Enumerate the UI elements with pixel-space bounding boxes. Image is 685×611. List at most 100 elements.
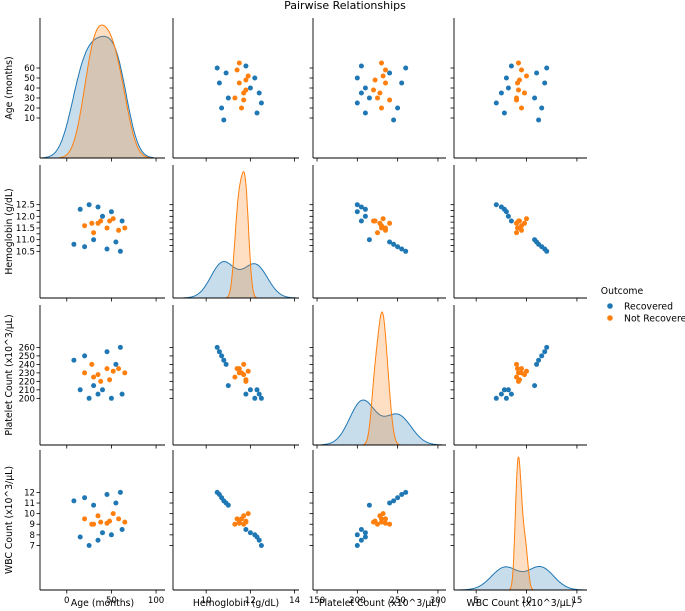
point-not-recovered-6	[387, 521, 393, 527]
point-not-recovered-5	[236, 366, 242, 372]
point-recovered-4	[534, 361, 540, 367]
point-recovered-11	[354, 202, 360, 208]
point-recovered-5	[532, 237, 538, 243]
point-not-recovered-3	[98, 378, 104, 384]
point-recovered-5	[91, 237, 97, 243]
point-not-recovered-6	[89, 361, 95, 367]
y-tick-label: 40	[24, 84, 35, 94]
kde-age-recovered	[42, 35, 154, 159]
point-recovered-6	[508, 391, 514, 397]
point-recovered-1	[104, 349, 110, 355]
legend: Outcome Recovered Not Recovered	[601, 286, 685, 325]
point-not-recovered-9	[372, 218, 378, 224]
point-recovered-5	[366, 237, 372, 243]
point-not-recovered-8	[241, 90, 247, 96]
point-not-recovered-9	[243, 77, 249, 83]
point-recovered-7	[505, 85, 511, 91]
point-not-recovered-8	[377, 513, 383, 519]
point-recovered-2	[539, 105, 545, 111]
point-recovered-6	[243, 527, 249, 532]
y-tick-label: 12.0	[16, 212, 35, 222]
point-recovered-4	[223, 361, 229, 367]
point-recovered-0	[403, 248, 409, 254]
point-recovered-7	[100, 530, 105, 536]
point-not-recovered-4	[82, 370, 88, 376]
kde-wbc-recovered	[458, 566, 585, 591]
point-not-recovered-7	[110, 368, 116, 374]
y-axis-label-plt: Platelet Count (x10^3/μL)	[4, 314, 15, 435]
point-not-recovered-9	[517, 77, 522, 83]
point-recovered-2	[219, 105, 225, 111]
panel-age-vs-plt	[309, 18, 446, 162]
x-axis-label-age: Age (months)	[71, 598, 134, 609]
point-not-recovered-9	[243, 377, 249, 383]
point-recovered-3	[391, 117, 397, 123]
point-not-recovered-7	[524, 216, 529, 222]
x-axis-label-plt: Platelet Count (x10^3/μL)	[319, 598, 440, 609]
kde-hb-recovered	[183, 261, 296, 299]
point-recovered-9	[77, 206, 83, 212]
point-recovered-1	[216, 349, 222, 355]
x-tick-label: 10	[521, 596, 532, 606]
point-not-recovered-5	[515, 225, 520, 231]
point-recovered-0	[403, 489, 409, 495]
y-axis-label-wbc: WBC Count (x10^3/μL)	[4, 466, 15, 574]
point-not-recovered-1	[122, 519, 128, 525]
point-recovered-5	[532, 95, 538, 101]
point-not-recovered-5	[236, 520, 242, 526]
point-recovered-3	[536, 357, 542, 363]
x-tick-label: 10	[201, 596, 212, 606]
point-not-recovered-1	[379, 60, 384, 66]
point-recovered-0	[403, 65, 409, 71]
point-recovered-4	[113, 500, 119, 506]
y-tick-label: 50	[24, 74, 35, 84]
point-recovered-7	[362, 213, 368, 219]
point-not-recovered-5	[383, 520, 388, 526]
point-recovered-6	[243, 63, 249, 69]
point-not-recovered-0	[383, 516, 388, 522]
point-not-recovered-5	[383, 225, 388, 231]
point-not-recovered-3	[98, 519, 104, 525]
point-recovered-10	[256, 537, 262, 543]
x-tick-label: 200	[349, 596, 365, 606]
point-recovered-4	[387, 239, 393, 245]
y-tick-label: 20	[24, 104, 35, 114]
point-not-recovered-5	[104, 225, 110, 231]
point-not-recovered-8	[377, 90, 383, 96]
point-recovered-11	[86, 395, 92, 401]
point-recovered-4	[534, 70, 540, 76]
point-recovered-10	[358, 90, 364, 96]
point-not-recovered-2	[232, 374, 238, 380]
point-recovered-4	[113, 239, 119, 245]
kde-wbc-not-recovered	[509, 456, 534, 591]
point-not-recovered-4	[379, 105, 384, 111]
point-not-recovered-2	[91, 230, 97, 236]
point-recovered-11	[354, 100, 360, 106]
point-recovered-6	[243, 391, 249, 397]
point-recovered-3	[71, 498, 77, 504]
point-not-recovered-8	[522, 372, 527, 378]
point-recovered-0	[117, 248, 123, 254]
point-recovered-6	[358, 527, 364, 532]
y-tick-label: 250	[19, 352, 35, 362]
point-recovered-2	[395, 495, 401, 501]
point-recovered-10	[498, 391, 504, 397]
chart-title: Pairwise Relationships	[284, 0, 406, 12]
point-recovered-10	[498, 204, 504, 210]
panel-hb-vs-wbc	[450, 165, 587, 302]
y-tick-label: 200	[19, 394, 35, 404]
point-not-recovered-7	[245, 511, 251, 517]
point-not-recovered-2	[514, 230, 519, 236]
legend-marker-recovered	[607, 303, 613, 309]
point-recovered-10	[358, 204, 364, 210]
point-recovered-9	[362, 110, 368, 116]
point-not-recovered-6	[514, 361, 519, 367]
point-recovered-0	[544, 65, 550, 71]
y-tick-label: 210	[19, 386, 35, 396]
point-not-recovered-6	[241, 97, 247, 103]
point-recovered-11	[493, 395, 499, 401]
y-tick-label: 11.0	[16, 236, 35, 246]
point-recovered-8	[354, 532, 360, 538]
point-not-recovered-9	[517, 377, 522, 383]
